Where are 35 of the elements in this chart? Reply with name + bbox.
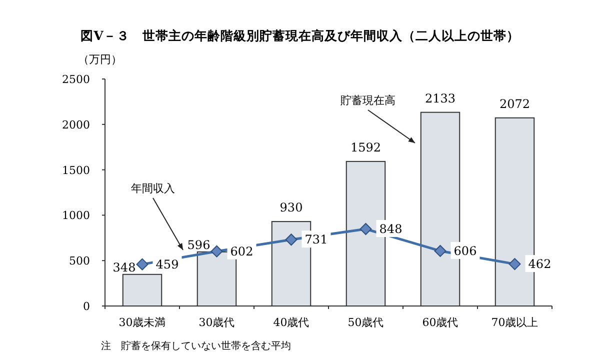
annotation: 貯蓄現在高 [340, 94, 396, 107]
data-label: 348 [112, 260, 136, 274]
chart-title: 図Ⅴ－３ 世帯主の年齢階級別貯蓄現在高及び年間収入（二人以上の世帯） [80, 28, 520, 43]
data-label: 2072 [499, 96, 530, 111]
point [360, 223, 372, 235]
text: 注 貯蓄を保有していない世帯を含む平均 [101, 340, 291, 352]
x-tick-label: 30歳未満 [118, 316, 166, 329]
y-axis-title: （万円） [78, 53, 122, 66]
y-tick-label: 1500 [62, 164, 90, 177]
data-label: 459 [156, 257, 179, 272]
x-tick-label: 40歳代 [273, 316, 310, 329]
x-tick-label: 50歳代 [348, 316, 384, 329]
y-tick-label: 0 [83, 300, 90, 313]
x-tick-label: 30歳代 [198, 316, 235, 329]
data-label: 1592 [350, 140, 382, 154]
x-tick-label: 60歳代 [422, 316, 458, 329]
point [136, 258, 148, 270]
data-label: 602 [230, 244, 254, 258]
data-label: 731 [304, 232, 328, 247]
data-label: 848 [379, 222, 402, 236]
data-label: 606 [454, 244, 477, 258]
data-label: 596 [187, 238, 210, 252]
point [285, 234, 298, 246]
y-tick-label: 1000 [62, 209, 90, 222]
point [434, 244, 446, 257]
annotation: 年間収入 [131, 182, 175, 195]
y-tick-label: 2000 [62, 118, 90, 132]
data-label: 2133 [424, 91, 456, 106]
data-label: 462 [528, 257, 552, 272]
point [210, 245, 223, 258]
y-tick-label: 500 [69, 254, 90, 268]
y-tick-label: 2500 [62, 73, 90, 86]
x-tick-label: 70歳以上 [491, 316, 538, 329]
data-label: 930 [280, 200, 303, 215]
point [508, 258, 521, 270]
